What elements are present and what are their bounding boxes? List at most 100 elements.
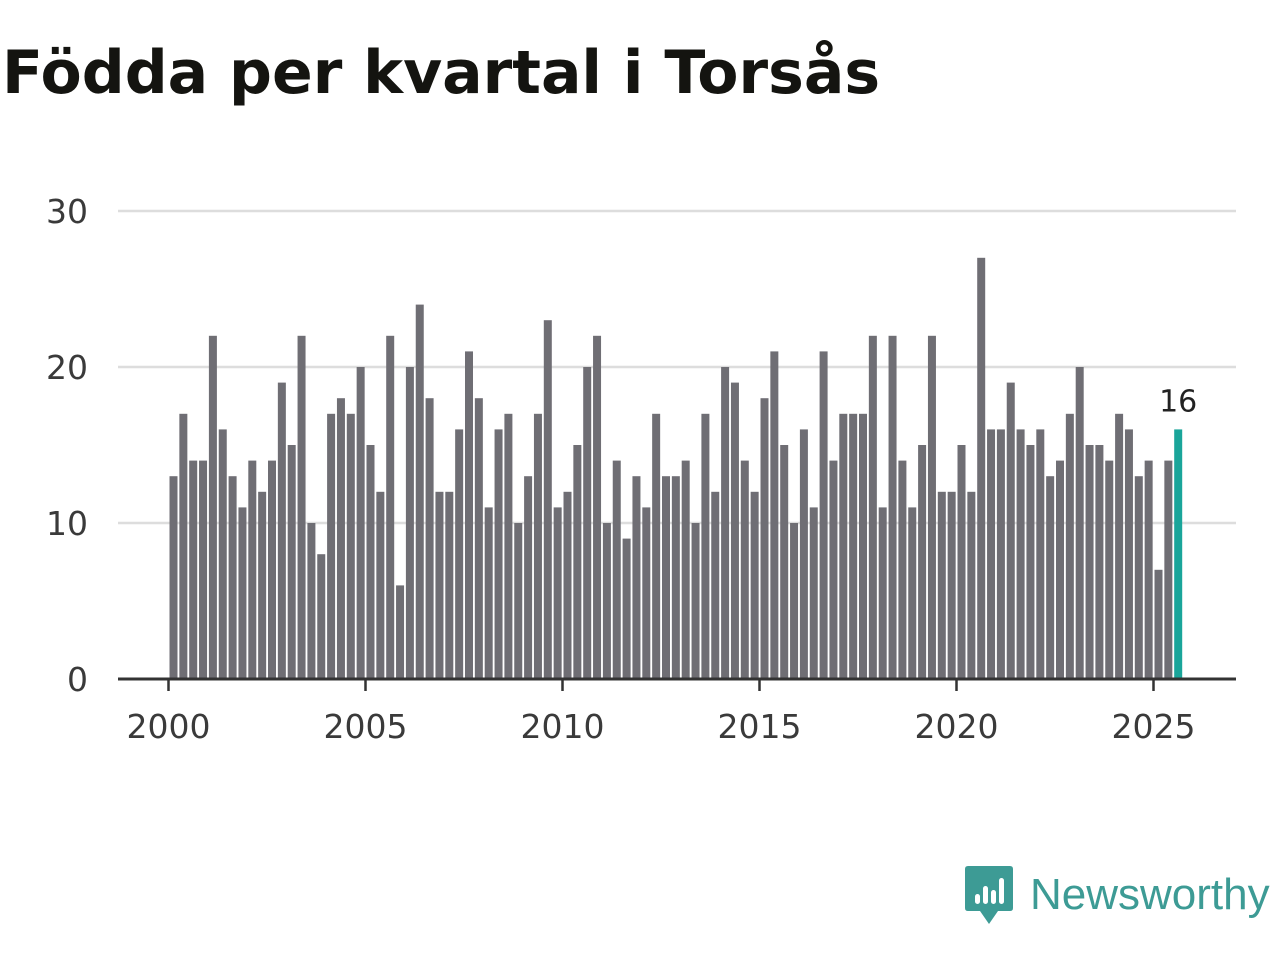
bar <box>829 460 838 679</box>
bar <box>799 429 808 679</box>
bar <box>770 351 779 679</box>
bar <box>859 413 867 679</box>
bar <box>504 413 513 679</box>
bar <box>987 429 996 679</box>
newsworthy-logo-icon <box>965 866 1013 924</box>
bar <box>455 429 464 679</box>
bar <box>927 335 936 679</box>
bar <box>376 491 385 679</box>
bar <box>405 367 414 679</box>
bar <box>790 523 799 679</box>
bar <box>1065 413 1074 679</box>
bars <box>169 257 1183 679</box>
bar <box>740 460 749 679</box>
y-tick-label: 20 <box>46 348 88 387</box>
bar <box>819 351 828 679</box>
bar <box>839 413 848 679</box>
bar <box>1095 445 1104 679</box>
bar <box>898 460 907 679</box>
bar <box>967 491 976 679</box>
bar <box>780 445 789 679</box>
bar <box>553 507 562 679</box>
bar <box>297 335 306 679</box>
bar <box>622 538 631 679</box>
bar <box>612 460 621 679</box>
bar <box>1085 445 1094 679</box>
bar <box>760 398 769 679</box>
bar <box>1144 460 1153 679</box>
bar <box>701 413 710 679</box>
bar <box>602 523 611 679</box>
axes <box>118 677 1236 691</box>
bar <box>996 429 1005 679</box>
bar <box>474 398 483 679</box>
bar <box>1154 569 1163 679</box>
bar <box>868 335 877 679</box>
bar <box>711 491 720 679</box>
bar-highlight <box>1174 429 1183 679</box>
bar <box>228 476 237 679</box>
bar <box>238 507 247 679</box>
bar <box>465 351 473 679</box>
x-tick-label: 2020 <box>915 707 999 746</box>
bar <box>179 413 188 679</box>
bar <box>484 507 493 679</box>
bar <box>307 523 316 679</box>
bar <box>849 413 858 679</box>
bar <box>258 491 267 679</box>
bar <box>514 523 523 679</box>
bar <box>1134 476 1143 679</box>
bar <box>721 367 730 679</box>
bar <box>1075 367 1084 679</box>
bar <box>396 585 405 679</box>
bar <box>199 460 208 679</box>
bar <box>356 367 365 679</box>
bar <box>918 445 927 679</box>
bar <box>730 382 739 679</box>
bar <box>908 507 917 679</box>
labels: 0 10 20 30 16 2000 2005 2010 2015 2020 2025 <box>46 192 1197 746</box>
bar <box>1006 382 1015 679</box>
bar <box>524 476 533 679</box>
bar <box>642 507 651 679</box>
bar <box>336 398 345 679</box>
bar <box>662 476 670 679</box>
bar <box>248 460 257 679</box>
bar <box>563 491 572 679</box>
chart-title: Födda per kvartal i Torsås <box>2 38 881 108</box>
newsworthy-logo: Newsworthy <box>964 864 1270 926</box>
bar <box>1164 460 1173 679</box>
x-tick-label: 2025 <box>1112 707 1196 746</box>
bar <box>977 257 986 679</box>
brand-name: Newsworthy <box>1030 870 1270 919</box>
bar <box>1026 445 1035 679</box>
bar <box>1016 429 1025 679</box>
bar <box>208 335 217 679</box>
bar <box>652 413 661 679</box>
bar <box>346 413 355 679</box>
bar <box>1056 460 1064 679</box>
y-tick-label: 10 <box>46 504 88 543</box>
bar <box>366 445 375 679</box>
bar <box>1115 413 1124 679</box>
bar <box>888 335 897 679</box>
bar <box>277 382 286 679</box>
bar <box>218 429 227 679</box>
x-tick-label: 2005 <box>324 707 408 746</box>
bar <box>1036 429 1045 679</box>
last-value-label: 16 <box>1159 384 1197 419</box>
bar <box>878 507 887 679</box>
bar <box>189 460 198 679</box>
bar <box>593 335 602 679</box>
bar <box>750 491 759 679</box>
bar <box>543 320 552 679</box>
bar <box>268 460 276 679</box>
bar <box>415 304 424 679</box>
x-tick-label: 2015 <box>718 707 802 746</box>
bar <box>1105 460 1114 679</box>
bar <box>681 460 690 679</box>
bar <box>445 491 454 679</box>
bar <box>327 413 336 679</box>
bar <box>1124 429 1133 679</box>
bar <box>386 335 395 679</box>
